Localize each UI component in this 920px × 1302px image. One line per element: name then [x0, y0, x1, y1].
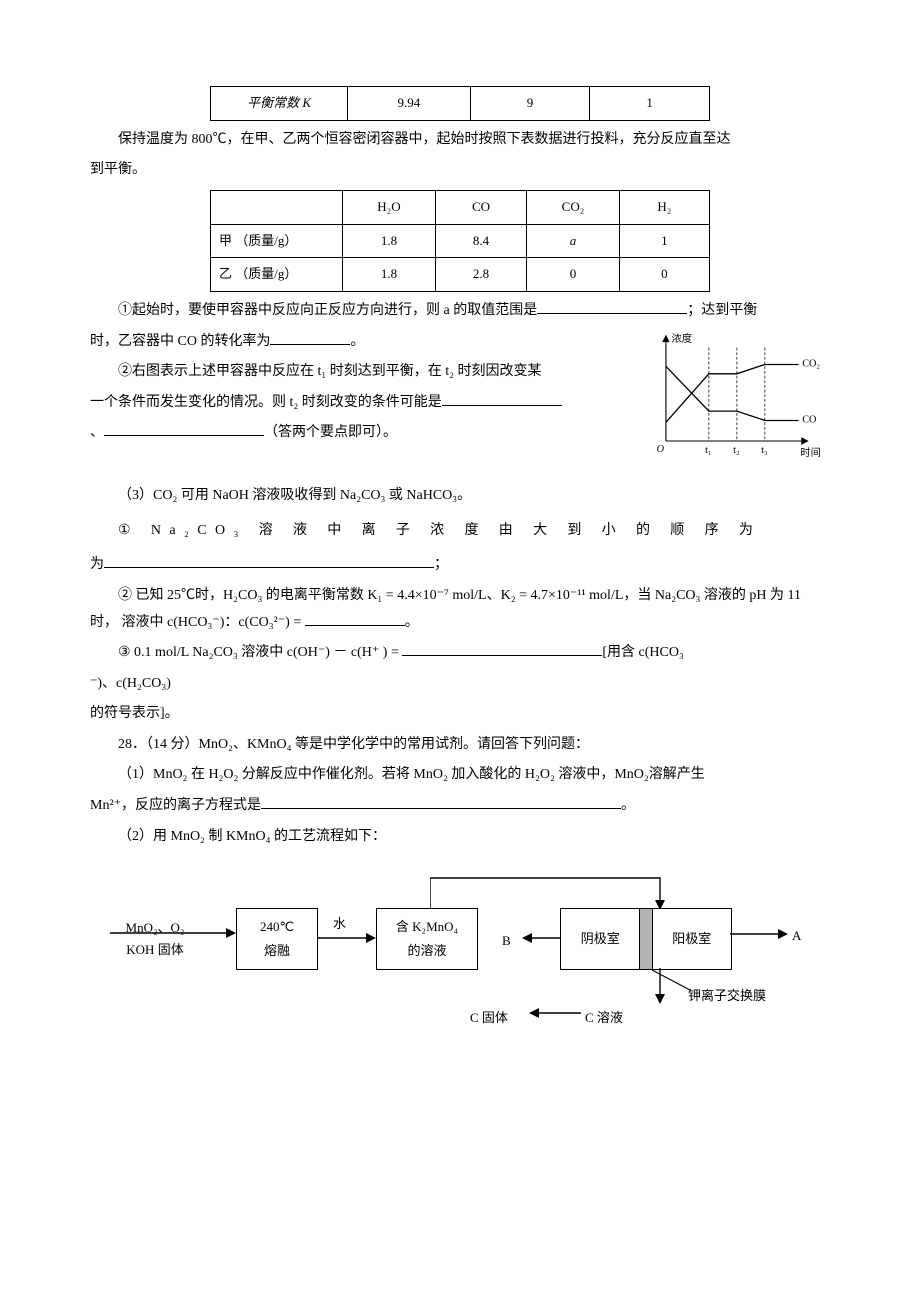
question-3-1b: 为；: [90, 552, 830, 579]
header-empty: [211, 190, 343, 224]
cell-value: 0: [619, 258, 709, 292]
flow-output-B: B: [502, 929, 511, 954]
q3-1b-pre: 为: [90, 557, 104, 572]
table-row: 甲 （质量/g） 1.8 8.4 a 1: [211, 224, 710, 258]
chart-xlabel: 时间: [800, 445, 821, 458]
flow-membrane-label: 钾离子交换膜: [688, 984, 766, 1009]
q3-3-tail: [用含 c(HCO₃: [602, 645, 683, 660]
blank-ionic-equation: [261, 794, 621, 809]
cell-label: 平衡常数 K: [211, 87, 348, 121]
cell-value: 8.4: [435, 224, 526, 258]
blank-expression: [402, 641, 602, 656]
box1-top: 240℃: [260, 915, 294, 940]
svg-text:CO₂: CO₂: [802, 358, 820, 369]
header-co2: CO₂: [527, 190, 620, 224]
q1b-text: 时，乙容器中 CO 的转化率为: [90, 334, 270, 349]
table-row: 乙 （质量/g） 1.8 2.8 0 0: [211, 258, 710, 292]
cell-label: 甲 （质量/g）: [211, 224, 343, 258]
blank-a-range: [537, 299, 687, 314]
question-28-1b: Mn²⁺，反应的离子方程式是 。: [90, 793, 830, 820]
q2c-text: 、: [90, 425, 104, 440]
flow-c-solid: C 固体: [470, 1006, 508, 1031]
q1-text: ①起始时，要使甲容器中反应向正反应方向进行，则 a 的取值范围是: [118, 303, 537, 318]
cell-value: 9: [470, 87, 590, 121]
paragraph-intro: 保持温度为 800℃，在甲、乙两个恒容密闭容器中，起始时按照下表数据进行投料，充…: [90, 127, 830, 154]
paragraph-intro-cont: 到平衡。: [90, 157, 830, 184]
question-3: （3）CO₂ 可用 NaOH 溶液吸收得到 Na₂CO₃ 或 NaHCO₃。: [90, 483, 830, 510]
cathode-label: 阴极室: [561, 927, 639, 952]
blank-condition-2: [104, 421, 264, 436]
blank-condition-1: [442, 391, 562, 406]
chart-ylabel: 浓度: [672, 332, 693, 345]
q1b-tail: 。: [350, 334, 364, 349]
q3-2-text: ② 已知 25℃时，H₂CO₃ 的电离平衡常数 K₁ = 4.4×10⁻⁷ mo…: [90, 588, 801, 630]
q3-1b-tail: ；: [434, 557, 448, 572]
question-28-1a: （1）MnO₂ 在 H₂O₂ 分解反应中作催化剂。若将 MnO₂ 加入酸化的 H…: [90, 762, 830, 789]
cell-value: a: [527, 224, 620, 258]
svg-text:t₂: t₂: [733, 445, 740, 456]
cell-value: 0: [527, 258, 620, 292]
flow-box-melt: 240℃ 熔融: [236, 908, 318, 970]
initial-feed-table: H₂O CO CO₂ H₂ 甲 （质量/g） 1.8 8.4 a 1 乙 （质量…: [210, 190, 710, 292]
cell-value: 1.8: [343, 258, 436, 292]
question-3-3: ③ 0.1 mol/L Na₂CO₃ 溶液中 c(OH⁻) － c(H⁺ ) =…: [90, 640, 830, 667]
process-flow-diagram: MnO₂、O₂ KOH 固体 240℃ 熔融 水 含 K₂MnO₄ 的溶液 阴极…: [110, 868, 810, 1058]
svg-text:CO: CO: [802, 414, 816, 425]
question-3-2: ② 已知 25℃时，H₂CO₃ 的电离平衡常数 K₁ = 4.4×10⁻⁷ mo…: [90, 583, 830, 636]
question-28-2: （2）用 MnO₂ 制 KMnO₄ 的工艺流程如下：: [90, 824, 830, 851]
q2b-text: 一个条件而发生变化的情况。则 t₂ 时刻改变的条件可能是: [90, 395, 442, 410]
blank-conversion: [270, 330, 350, 345]
svg-text:t₁: t₁: [705, 445, 711, 456]
table-row: 平衡常数 K 9.94 9 1: [211, 87, 710, 121]
equilibrium-constant-table: 平衡常数 K 9.94 9 1: [210, 86, 710, 121]
flow-output-A: A: [792, 924, 801, 949]
q28-1b-tail: 。: [621, 798, 635, 813]
concentration-time-chart: 浓度 时间 O t₁ t₂ t₃ CO₂ CO: [640, 329, 830, 480]
question-3-3c: 的符号表示]。: [90, 701, 830, 728]
q2c-tail: （答两个要点即可）。: [264, 425, 397, 440]
question-28: 28．（14 分）MnO₂、KMnO₄ 等是中学化学中的常用试剂。请回答下列问题…: [90, 732, 830, 759]
svg-text:O: O: [657, 444, 665, 455]
box1-bot: 熔融: [264, 939, 290, 964]
flow-arrow-water-label: 水: [333, 912, 346, 937]
q3-3-text: ③ 0.1 mol/L Na₂CO₃ 溶液中 c(OH⁻) － c(H⁺ ) =: [118, 645, 402, 660]
question-1-1: ①起始时，要使甲容器中反应向正反应方向进行，则 a 的取值范围是 ；达到平衡: [90, 298, 830, 325]
blank-ratio: [305, 611, 405, 626]
flow-c-solution: C 溶液: [585, 1006, 623, 1031]
header-h2: H₂: [619, 190, 709, 224]
cell-value: 1.8: [343, 224, 436, 258]
question-3-1-row: ① Na₂CO₃ 溶 液 中 离 子 浓 度 由 大 到 小 的 顺 序 为: [90, 514, 830, 549]
cell-value: 9.94: [348, 87, 471, 121]
question-3-3b: ⁻)、c(H₂CO₃): [90, 671, 830, 698]
header-h2o: H₂O: [343, 190, 436, 224]
question-3-1a: ① Na₂CO₃ 溶 液 中 离 子 浓 度 由 大 到 小 的 顺 序 为: [90, 518, 761, 545]
cell-value: 1: [619, 224, 709, 258]
svg-text:t₃: t₃: [761, 445, 768, 456]
anode-label: 阳极室: [653, 927, 731, 952]
q1-tail: ；达到平衡: [687, 303, 757, 318]
cell-value: 1: [590, 87, 710, 121]
header-co: CO: [435, 190, 526, 224]
table-header-row: H₂O CO CO₂ H₂: [211, 190, 710, 224]
membrane-divider: [639, 909, 652, 969]
blank-ion-order: [104, 553, 434, 568]
q3-2-tail: 。: [405, 615, 419, 630]
cell-value: 2.8: [435, 258, 526, 292]
q28-1b-text: Mn²⁺，反应的离子方程式是: [90, 798, 261, 813]
cell-label: 乙 （质量/g）: [211, 258, 343, 292]
flow-box-electrolysis: 阴极室 阳极室: [560, 908, 732, 970]
